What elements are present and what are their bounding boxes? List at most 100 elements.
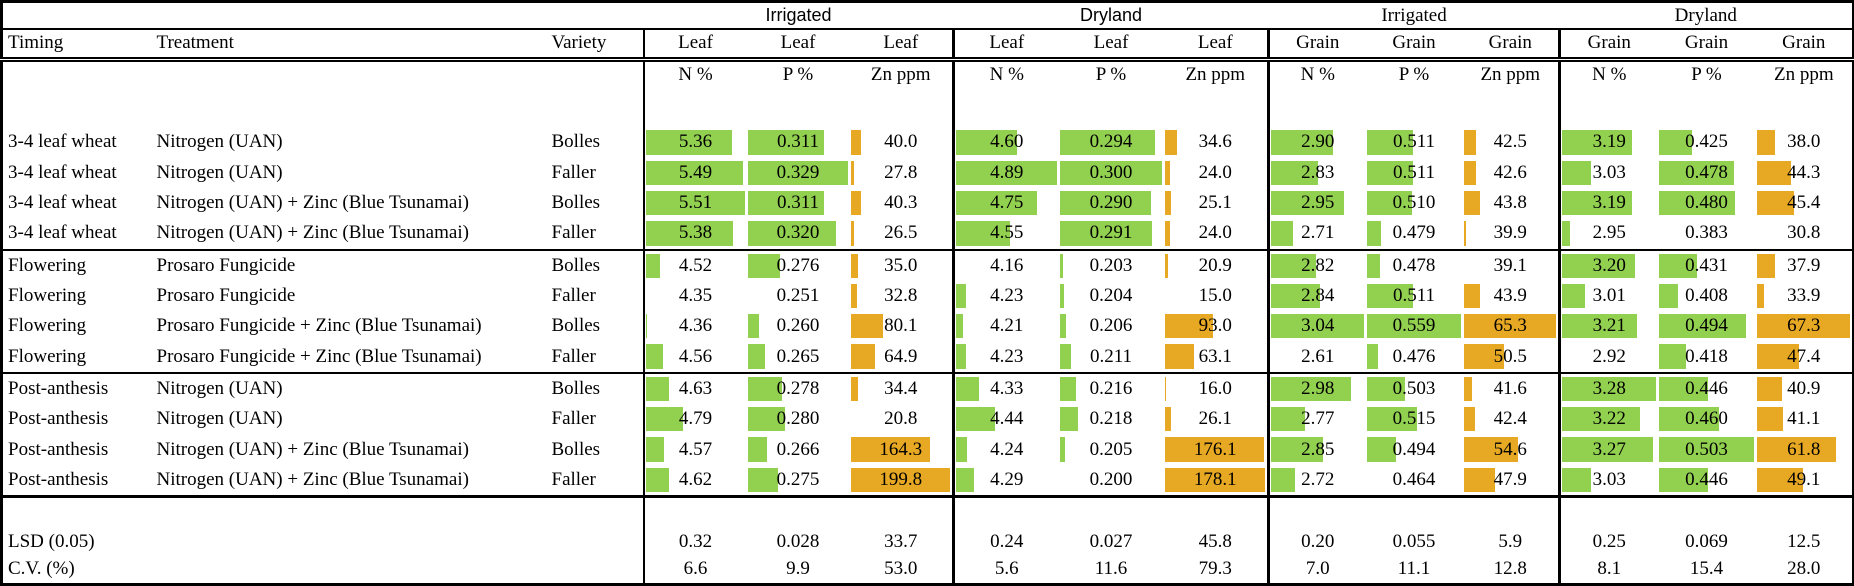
value-text: 0.278 (776, 377, 820, 399)
value-cell: 0.300 (1059, 158, 1164, 188)
zn-data-bar (1463, 437, 1519, 462)
value-cell: 5.49 (644, 158, 747, 188)
nutrient-data-bar (1658, 160, 1734, 185)
col-header-measure: N % (1300, 64, 1335, 86)
value-cell: 0.503 (1366, 373, 1463, 404)
col-header-measure: Zn ppm (1773, 64, 1834, 86)
value-text: 0.510 (1392, 192, 1436, 214)
treatment-cell: Nitrogen (UAN) + Zinc (Blue Tsunamai) (156, 192, 469, 214)
variety-cell: Bolles (546, 372, 645, 405)
nutrient-data-bar (1271, 221, 1293, 246)
value-text: 0.311 (776, 192, 820, 214)
value-cell: 0.265 (746, 341, 850, 374)
timing-cell: 3-4 leaf wheat (8, 161, 117, 183)
value-text: 0.266 (776, 438, 820, 460)
nutrient-data-bar (1366, 253, 1381, 278)
value-text: 42.5 (1493, 131, 1527, 153)
col-header-tissue: Leaf (1058, 29, 1164, 62)
value-cell: 45.8 (1163, 528, 1271, 556)
nutrient-data-bar (1658, 253, 1697, 278)
nutrient-data-bar (645, 437, 665, 462)
value-cell: 0.278 (747, 373, 850, 404)
nutrient-data-bar (1366, 376, 1406, 402)
value-text: 27.8 (884, 161, 918, 183)
value-text: 178.1 (1193, 468, 1237, 490)
nutrient-data-bar (1658, 467, 1709, 493)
group-header-grain-irrigated: Irrigated (1268, 1, 1560, 31)
nutrient-data-bar (1366, 221, 1382, 246)
value-cell: 2.98 (1269, 373, 1366, 404)
value-text: 47.9 (1493, 468, 1527, 490)
value-text: 0.218 (1089, 408, 1133, 430)
value-cell: 4.57 (644, 434, 747, 464)
value-cell: 0.329 (747, 158, 850, 188)
value-cell: 49.1 (1755, 464, 1854, 499)
nutrient-data-bar (645, 130, 732, 155)
value-text: 37.9 (1787, 254, 1821, 276)
zn-data-bar (1463, 344, 1504, 369)
col-header-measure: P % (1691, 64, 1722, 86)
value-text: 0.329 (776, 161, 820, 183)
value-text: 3.19 (1592, 131, 1626, 153)
value-text: 4.75 (990, 192, 1024, 214)
value-text: 0.408 (1685, 285, 1728, 306)
col-header-measure: N % (678, 64, 713, 86)
nutrient-data-bar (1059, 283, 1064, 309)
value-cell: 0.205 (1059, 434, 1164, 464)
value-cell: 3.19 (1560, 127, 1658, 157)
zn-data-bar (1463, 467, 1495, 493)
value-cell: 4.21 (954, 311, 1059, 341)
value-text: 26.1 (1198, 408, 1232, 430)
timing-cell: 3-4 leaf wheat (8, 192, 117, 214)
value-cell: 37.9 (1756, 250, 1854, 281)
value-cell: 80.1 (849, 311, 955, 342)
col-header-measure: P % (782, 64, 814, 86)
nutrient-data-bar (1271, 130, 1334, 155)
nutrient-data-bar (1562, 437, 1653, 462)
value-text: 0.311 (776, 131, 820, 153)
value-text: 0.511 (1392, 131, 1436, 153)
value-text: 65.3 (1493, 315, 1527, 337)
nutrient-data-bar (1366, 283, 1414, 309)
zn-data-bar (1164, 253, 1169, 278)
value-text: 0.203 (1089, 254, 1133, 276)
value-cell: 2.90 (1269, 127, 1366, 157)
value-cell: 2.95 (1559, 218, 1658, 251)
value-text: 0.265 (776, 345, 820, 367)
value-cell: 0.478 (1658, 158, 1756, 188)
nutrient-data-bar (1059, 130, 1156, 155)
value-cell: 199.8 (849, 464, 955, 499)
value-cell: 164.3 (849, 434, 955, 465)
value-text: 34.6 (1198, 131, 1232, 153)
value-text: 0.027 (1089, 531, 1133, 553)
col-header-timing: Timing (1, 29, 152, 62)
spacer-cell (1462, 88, 1562, 128)
value-text: 0.431 (1685, 254, 1728, 276)
value-text: 15.0 (1198, 285, 1232, 306)
zn-data-bar (850, 437, 931, 462)
zn-data-bar (1756, 130, 1775, 155)
value-text: 3.03 (1592, 468, 1626, 490)
value-text: 3.28 (1592, 377, 1626, 399)
value-cell: 4.55 (953, 218, 1059, 251)
value-text: 67.3 (1787, 315, 1821, 337)
value-text: 15.4 (1689, 558, 1724, 580)
nutrient-data-bar (1658, 190, 1736, 216)
value-text: 0.290 (1089, 192, 1133, 214)
value-cell: 12.8 (1462, 555, 1562, 585)
zn-data-bar (850, 190, 862, 216)
zn-data-bar (1756, 283, 1765, 309)
col-header-tissue: Grain (1559, 29, 1658, 62)
value-text: 45.4 (1787, 192, 1821, 214)
nutrient-data-bar (747, 314, 760, 339)
zn-data-bar (1463, 407, 1476, 432)
value-text: 0.24 (990, 531, 1024, 553)
treatment-cell: Prosaro Fungicide (156, 285, 296, 306)
col-header-tissue: Leaf (643, 29, 747, 62)
value-cell: 39.9 (1462, 218, 1562, 251)
nutrient-data-bar (956, 283, 966, 309)
value-cell: 43.8 (1462, 187, 1562, 219)
value-text: 4.44 (990, 408, 1024, 430)
spacer-cell (849, 496, 955, 529)
spacer-cell (1059, 89, 1164, 127)
